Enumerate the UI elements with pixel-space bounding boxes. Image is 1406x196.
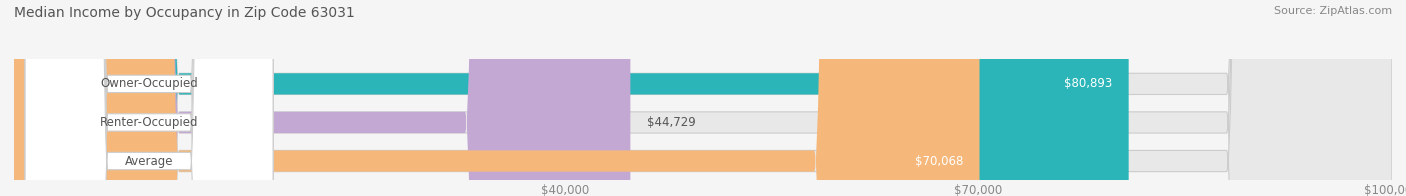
FancyBboxPatch shape [14, 0, 980, 196]
Text: Median Income by Occupancy in Zip Code 63031: Median Income by Occupancy in Zip Code 6… [14, 6, 354, 20]
Text: Source: ZipAtlas.com: Source: ZipAtlas.com [1274, 6, 1392, 16]
Text: $70,068: $70,068 [915, 154, 963, 168]
FancyBboxPatch shape [25, 0, 273, 196]
Text: Renter-Occupied: Renter-Occupied [100, 116, 198, 129]
FancyBboxPatch shape [14, 0, 1392, 196]
FancyBboxPatch shape [14, 0, 630, 196]
Text: Average: Average [125, 154, 173, 168]
FancyBboxPatch shape [14, 0, 1392, 196]
FancyBboxPatch shape [25, 0, 273, 196]
FancyBboxPatch shape [14, 0, 1392, 196]
FancyBboxPatch shape [25, 0, 273, 196]
FancyBboxPatch shape [14, 0, 1129, 196]
Text: $44,729: $44,729 [647, 116, 696, 129]
Text: Owner-Occupied: Owner-Occupied [100, 77, 198, 90]
Text: $80,893: $80,893 [1064, 77, 1112, 90]
